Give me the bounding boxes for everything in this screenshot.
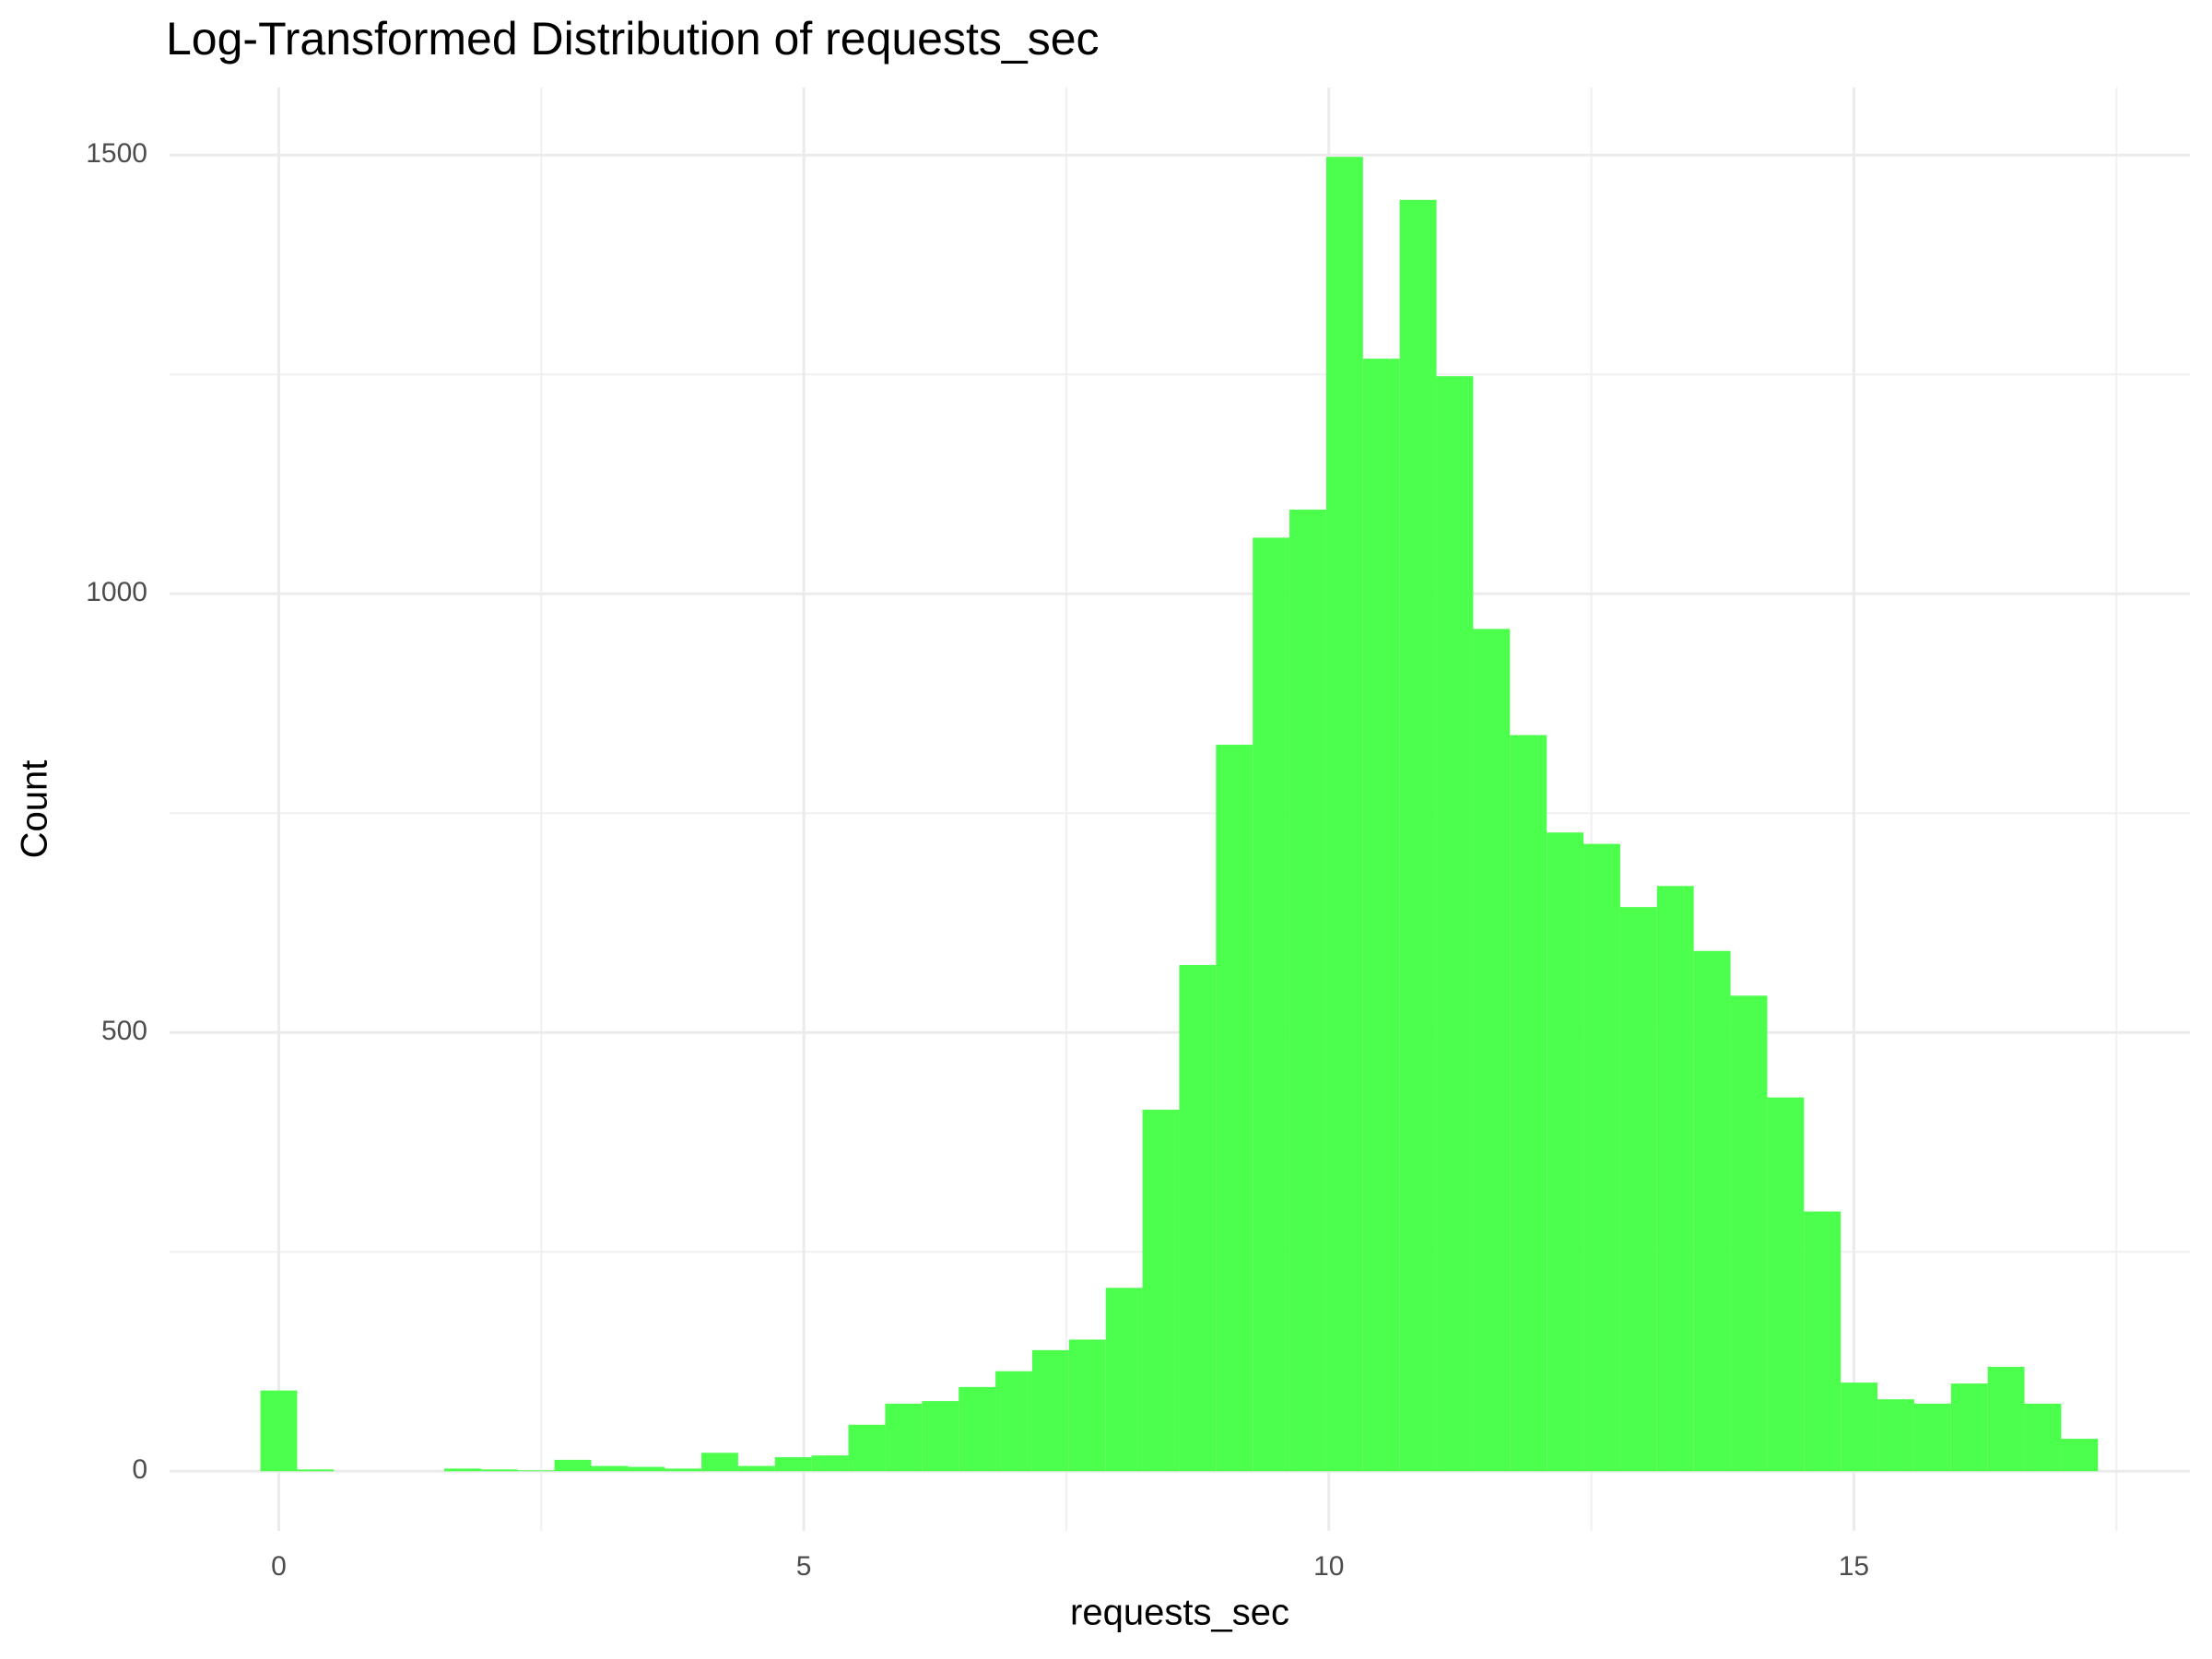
- chart-title: Log-Transformed Distribution of requests…: [166, 13, 1100, 65]
- bar: [1436, 376, 1474, 1472]
- bar: [995, 1371, 1032, 1472]
- bar: [1142, 1110, 1180, 1472]
- bar: [774, 1457, 812, 1472]
- bar: [1325, 157, 1363, 1472]
- bar: [701, 1453, 738, 1472]
- bar: [811, 1455, 849, 1472]
- bar: [848, 1424, 886, 1472]
- bar: [628, 1466, 665, 1472]
- bar: [1730, 995, 1768, 1472]
- bar: [480, 1469, 518, 1472]
- x-tick-label: 5: [796, 1551, 812, 1582]
- bar: [1510, 735, 1547, 1472]
- bar: [554, 1459, 592, 1472]
- y-tick-label: 1000: [86, 577, 147, 607]
- bar: [1253, 537, 1290, 1472]
- bar: [1693, 950, 1731, 1472]
- bar: [297, 1469, 335, 1472]
- bar: [1767, 1097, 1805, 1472]
- bar: [1105, 1288, 1143, 1472]
- bar: [443, 1468, 481, 1472]
- bar: [1804, 1211, 1841, 1472]
- bar: [517, 1470, 555, 1472]
- bar: [2061, 1439, 2099, 1472]
- bar: [737, 1465, 775, 1472]
- bar: [591, 1465, 629, 1472]
- x-tick-label: 10: [1313, 1551, 1344, 1582]
- bar: [1473, 629, 1511, 1472]
- bar: [1841, 1382, 1878, 1472]
- y-tick-label: 1500: [86, 138, 147, 169]
- bar: [1289, 509, 1326, 1472]
- bar: [1877, 1399, 1914, 1472]
- x-axis-label: requests_sec: [1070, 1593, 1289, 1633]
- x-tick-label: 15: [1839, 1551, 1869, 1582]
- y-tick-label: 0: [132, 1454, 147, 1485]
- bar: [1987, 1366, 2025, 1472]
- bar: [1216, 745, 1253, 1472]
- y-tick-label: 500: [101, 1016, 147, 1046]
- bar: [922, 1401, 959, 1472]
- bar: [1913, 1403, 1951, 1472]
- bar: [2024, 1403, 2062, 1472]
- x-tick-label: 0: [271, 1551, 287, 1582]
- bar: [1583, 843, 1620, 1472]
- bar: [1399, 199, 1437, 1472]
- bar: [1950, 1383, 1988, 1472]
- bar: [1547, 832, 1584, 1472]
- bar: [1619, 907, 1657, 1472]
- bar: [665, 1468, 702, 1472]
- y-axis-label: Count: [15, 760, 55, 859]
- bar: [260, 1390, 298, 1472]
- bar: [1031, 1349, 1069, 1472]
- bar: [1362, 359, 1400, 1472]
- bar: [1656, 886, 1694, 1472]
- bar: [885, 1403, 923, 1472]
- bar: [1179, 964, 1217, 1472]
- bar: [959, 1386, 996, 1472]
- bar: [1068, 1339, 1106, 1472]
